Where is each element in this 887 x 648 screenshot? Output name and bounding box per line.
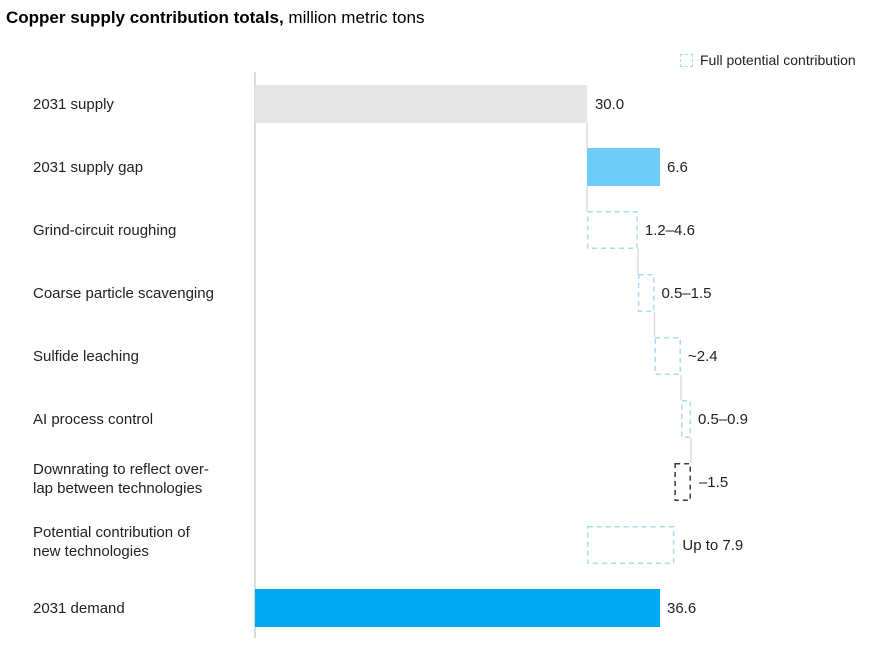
- chart-title-units: million metric tons: [288, 8, 425, 27]
- category-label: 2031 supply gap: [33, 158, 144, 176]
- category-label: 2031 supply: [33, 95, 114, 113]
- legend-label: Full potential contribution: [700, 52, 856, 68]
- bar-2031-demand: [255, 589, 660, 627]
- legend-dashed-swatch: [680, 53, 693, 67]
- value-label: 30.0: [595, 96, 624, 113]
- bar-2031-supply-gap: [586, 148, 660, 186]
- bar-downrating-to-reflect-overlap-between-technologies: [674, 463, 691, 501]
- value-label: 0.5–1.5: [661, 285, 711, 302]
- category-label: Sulfide leaching: [33, 347, 139, 365]
- bar-2031-supply: [255, 85, 587, 123]
- category-label: Grind-circuit roughing: [33, 221, 177, 239]
- value-label: 6.6: [667, 159, 688, 176]
- category-label: AI process control: [33, 410, 154, 428]
- bar-sulfide-leaching: [654, 337, 682, 375]
- value-label: Up to 7.9: [682, 537, 743, 554]
- category-label: Coarse particle scavenging: [33, 284, 214, 302]
- legend: Full potential contribution: [680, 52, 856, 68]
- bar-ai-process-control: [681, 400, 691, 438]
- chart-title-main: Copper supply contribution totals,: [6, 8, 284, 27]
- category-label: Downrating to reflect over- lap between …: [33, 461, 209, 497]
- chart-title: Copper supply contribution totals, milli…: [6, 8, 424, 28]
- value-label: 1.2–4.6: [645, 222, 695, 239]
- bar-potential-contribution-of-new-technologies: [586, 526, 675, 564]
- value-label: 36.6: [667, 600, 696, 617]
- bar-coarse-particle-scavenging: [637, 274, 655, 312]
- category-label: 2031 demand: [33, 599, 125, 617]
- value-label: –1.5: [699, 474, 728, 491]
- value-label: ~2.4: [688, 348, 718, 365]
- value-label: 0.5–0.9: [698, 411, 748, 428]
- bar-grind-circuit-roughing: [586, 211, 638, 249]
- category-label: Potential contribution of new technologi…: [33, 524, 190, 560]
